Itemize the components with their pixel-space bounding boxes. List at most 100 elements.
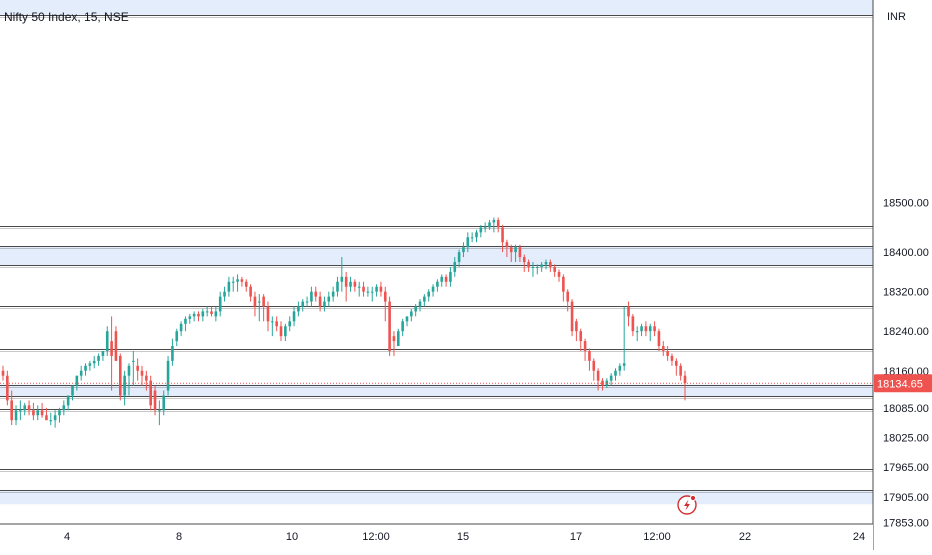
candle-body <box>97 355 100 361</box>
candle-body <box>653 326 656 332</box>
candle <box>149 375 152 411</box>
candle <box>392 331 396 356</box>
candle-body <box>444 276 448 282</box>
candle-body <box>588 350 591 361</box>
price-tick-label: 18240.00 <box>883 326 929 338</box>
candle-body <box>53 415 57 421</box>
candle-body <box>171 346 174 361</box>
candle <box>505 239 509 258</box>
candle <box>427 289 431 302</box>
candle-body <box>418 301 422 307</box>
candle-body <box>336 281 339 292</box>
candle-body <box>340 276 344 282</box>
candle-body <box>253 296 257 307</box>
candle-body <box>153 390 157 411</box>
price-tag-value: 18134.65 <box>877 378 923 390</box>
price-tag: 18134.65 <box>874 374 932 393</box>
candle <box>331 286 335 302</box>
candle-body <box>531 266 535 268</box>
candle <box>522 254 526 272</box>
time-tick-label: 12:00 <box>643 531 671 543</box>
candle <box>114 326 118 361</box>
candle-body <box>175 331 179 342</box>
candle <box>323 296 326 312</box>
candle <box>179 321 183 337</box>
candle <box>640 323 643 337</box>
candle <box>431 284 435 297</box>
candle-body <box>114 331 118 361</box>
candle-body <box>661 346 665 351</box>
candle-body <box>635 331 639 333</box>
candle <box>236 274 239 292</box>
candle <box>544 259 548 270</box>
candle-body <box>236 279 239 282</box>
candle <box>88 360 92 371</box>
candle-body <box>596 370 600 381</box>
candle <box>49 412 53 426</box>
candle-body <box>240 279 244 282</box>
candle <box>562 274 565 302</box>
candle-body <box>62 405 66 411</box>
candle <box>118 353 122 401</box>
candle-body <box>231 281 235 283</box>
candle-body <box>496 219 500 228</box>
candle-body <box>466 237 470 248</box>
candle-body <box>488 222 491 228</box>
price-axis-panel[interactable] <box>873 0 932 550</box>
candle-body <box>1 370 5 376</box>
candle-body <box>140 370 144 376</box>
candle <box>79 365 83 381</box>
candle <box>453 257 457 277</box>
candle <box>657 328 661 351</box>
candle <box>166 355 170 396</box>
candle-body <box>375 286 378 292</box>
candle <box>127 363 131 396</box>
candle <box>297 301 300 317</box>
candle <box>349 276 352 292</box>
candle <box>614 368 617 381</box>
candle <box>531 262 535 277</box>
price-tick-label: 17905.00 <box>883 492 929 504</box>
candle <box>36 405 40 421</box>
candle-body <box>301 301 305 307</box>
candle-body <box>149 380 152 406</box>
shaded-zone <box>0 489 873 505</box>
price-tick-label: 18085.00 <box>883 403 929 415</box>
time-tick-label: 22 <box>739 531 751 543</box>
candle-body <box>544 262 548 265</box>
candle <box>353 279 357 292</box>
candle-body <box>223 291 226 297</box>
candles <box>1 217 687 428</box>
candle <box>475 229 478 243</box>
candle-body <box>614 370 617 376</box>
candle-body <box>436 281 439 287</box>
candle-body <box>479 227 483 233</box>
candle-body <box>84 365 87 371</box>
candle-body <box>136 365 139 371</box>
candle-body <box>305 301 309 303</box>
lightning-bolt-icon[interactable] <box>677 494 697 515</box>
candle-body <box>557 271 561 277</box>
candle-body <box>475 232 478 238</box>
candle-body <box>431 286 435 292</box>
time-axis-panel[interactable] <box>0 524 873 550</box>
candle <box>110 316 113 391</box>
candle <box>214 306 218 322</box>
candle-body <box>6 375 9 401</box>
candle-body <box>323 301 326 307</box>
time-tick-label: 10 <box>286 531 298 543</box>
price-axis-ticks: 18500.0018400.0018320.0018240.0018160.00… <box>883 198 929 530</box>
candle <box>588 348 591 371</box>
candle <box>579 328 583 351</box>
candle-body <box>579 331 583 342</box>
candle-body <box>401 321 404 332</box>
candle <box>653 321 656 337</box>
time-tick-label: 8 <box>176 531 182 543</box>
candle-body <box>79 370 83 376</box>
candle <box>444 274 448 287</box>
candle <box>6 370 9 406</box>
candle <box>136 358 139 381</box>
candle <box>27 400 31 416</box>
candle-body <box>188 316 192 319</box>
